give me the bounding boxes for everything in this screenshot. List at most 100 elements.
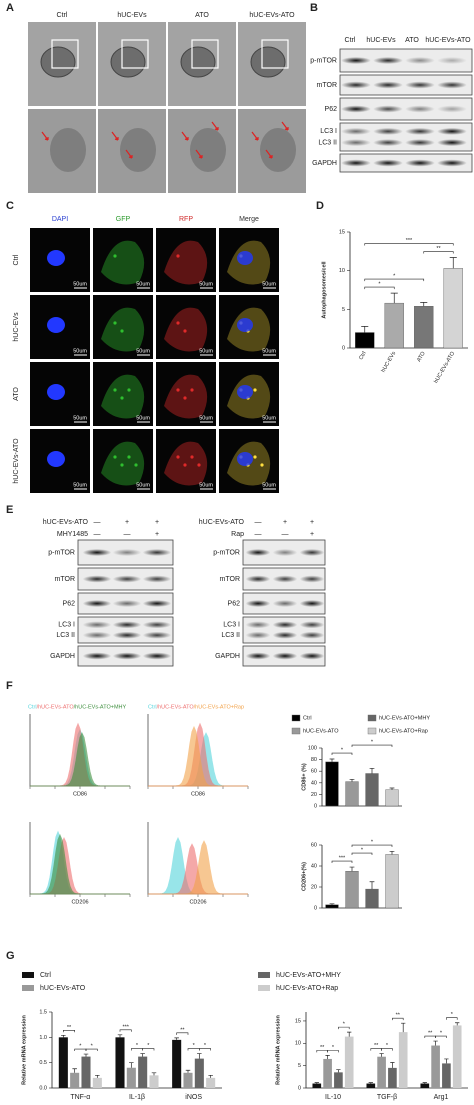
bar [149,1075,159,1088]
legend-label: hUC-EVs-ATO+Rap [276,985,338,992]
y-tick-label: 20 [311,792,317,798]
bar [323,1058,332,1088]
puncta [183,463,187,467]
puncta [120,396,124,400]
nucleus [47,317,65,333]
error-bar [151,1072,157,1076]
sig-label: * [378,282,381,288]
legend-swatch [291,714,301,722]
error-bar [422,1082,427,1084]
sig-bracket [199,1048,211,1051]
bar [334,1072,343,1088]
sig-label: * [136,1043,139,1049]
scale-label: 50um [199,482,213,488]
band [245,575,271,583]
error-bar [208,1074,213,1078]
sig-bracket [446,1017,458,1020]
band [405,105,435,113]
column-label: Ctrl [345,37,356,44]
fluor-image [93,228,153,292]
sig-bracket [351,844,393,848]
band [405,159,435,167]
legend-swatch [291,727,301,735]
sig-label: ** [436,246,441,252]
row-label: LC3 II [221,632,240,639]
treatment-mark: — [94,531,101,538]
error-bar [401,1022,406,1033]
band [373,159,403,167]
band [373,57,403,64]
puncta [183,329,187,333]
band [112,549,142,556]
error-bar [174,1037,179,1040]
treatment-mark: + [155,519,159,526]
band [437,105,467,113]
treatment-mark: — [282,531,289,538]
sig-bracket [119,1029,132,1032]
column-label: hUC-EVs [117,12,147,19]
hist-axis-label: CD86 [191,791,205,797]
scale-label: 50um [199,415,213,421]
histogram [30,836,130,895]
error-bar [369,767,375,774]
blot [77,616,174,644]
bar [206,1077,216,1088]
row-label: GAPDH [50,653,75,660]
bar [81,1056,91,1088]
band [341,81,371,89]
y-tick-label: 40 [311,863,317,869]
error-bar [433,1040,438,1046]
row-label: LC3 I [58,622,75,629]
arrow [281,121,289,131]
x-tick-label: ATO [416,350,427,363]
error-bar [444,1058,449,1064]
sig-bracket [423,251,454,254]
row-label: mTOR [55,576,75,583]
arrow [41,131,49,141]
band [299,652,325,660]
panel-f: Ctrl/hUC-EVs-ATO/hUC-EVs-ATO+MHY Ctrl/hUC… [28,704,430,911]
scale-label: 50um [136,281,150,287]
sig-bracket [351,852,373,856]
band [272,600,298,607]
bar [194,1058,204,1088]
band [142,600,172,607]
scale-label: 50um [262,281,276,287]
band [405,139,435,147]
y-tick-label: 1.5 [39,1009,47,1015]
treatment-mark: + [310,531,314,538]
bar [388,1067,397,1088]
band [341,57,371,64]
y-tick-label: 80 [311,757,317,763]
band [405,127,435,135]
sig-label: * [393,274,396,280]
error-bar [336,1069,341,1073]
panel-letter: G [6,950,15,962]
hist-legend: /hUC-EVs-ATO+MHY [74,704,127,710]
column-label: hUC-EVs-ATO [249,12,295,19]
error-bar [389,850,395,855]
panel-e: hUC-EVs-ATO — + + MHY1485 — — + p-mTOR mTOR P62 LC3… [43,519,326,667]
fluor-image [93,295,153,359]
sig-label: *** [339,856,346,862]
row-label: p-mTOR [310,57,337,64]
sig-label: ** [428,1031,433,1037]
x-tick-label: IL-10 [325,1094,341,1101]
sig-label: ** [396,1013,401,1019]
bar [385,789,399,807]
band [341,105,371,113]
error-bar [314,1082,319,1084]
treatment-mark: — [94,519,101,526]
y-axis-label: Autophagosomes/cell [321,261,327,319]
sig-bracket [176,1032,189,1035]
error-bar [349,778,355,782]
band [405,81,435,89]
band [272,549,298,556]
sig-bracket [142,1048,155,1051]
panel-g: Ctrl hUC-EVs-ATO hUC-EVs-ATO+MHY hUC-EVs-AT… [21,972,468,1101]
y-tick-label: 15 [295,1018,301,1024]
bar [365,888,379,909]
band [272,631,298,639]
scale-label: 50um [199,281,213,287]
